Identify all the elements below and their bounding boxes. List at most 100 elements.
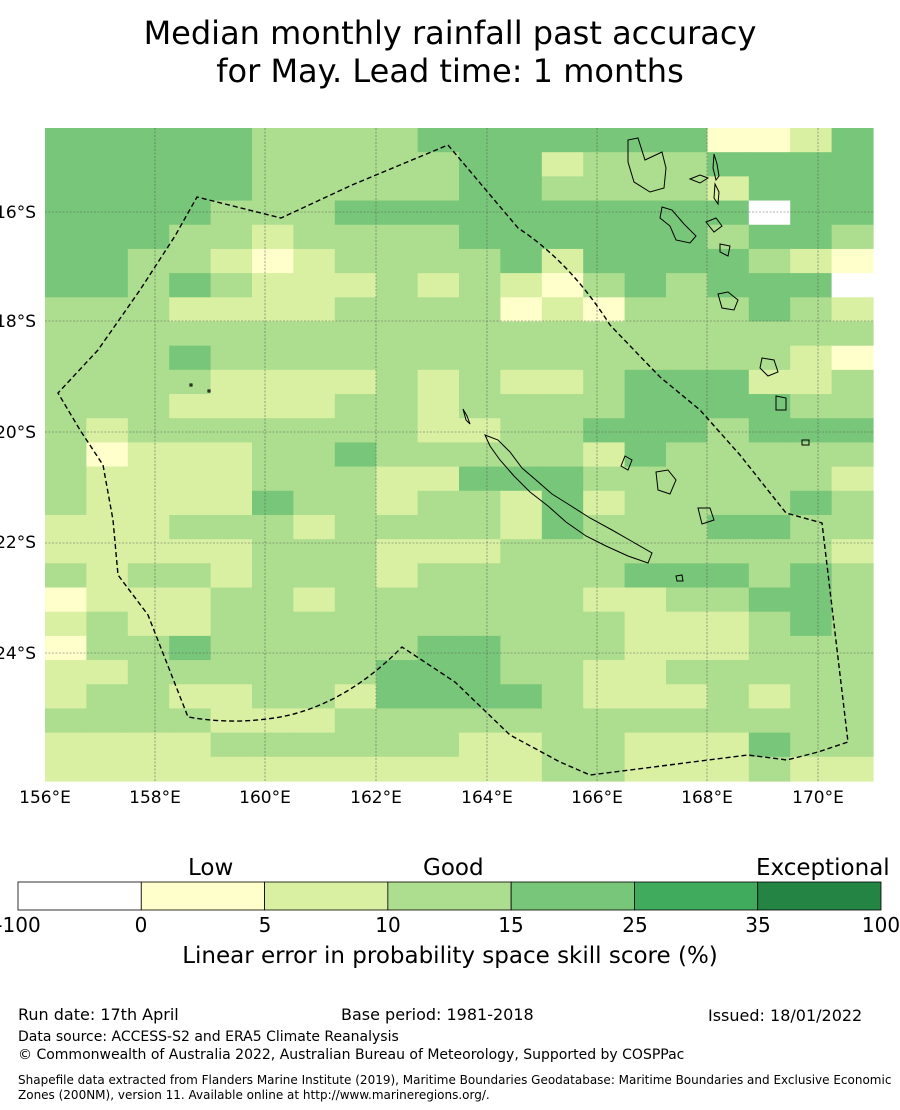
skill-cell	[707, 466, 750, 492]
skill-cell	[541, 369, 584, 395]
skill-cell	[748, 152, 791, 177]
skill-cell	[169, 248, 212, 274]
skill-cell	[459, 660, 501, 685]
skill-cell	[252, 152, 294, 177]
skill-cell	[417, 369, 460, 395]
skill-cell	[500, 490, 543, 516]
skill-cell	[86, 708, 129, 734]
skill-cell	[459, 732, 501, 758]
skill-cell	[210, 345, 253, 371]
skill-cell	[624, 466, 667, 492]
skill-cell	[293, 611, 336, 637]
skill-cell	[459, 394, 501, 419]
title-line-1: Median monthly rainfall past accuracy	[143, 14, 757, 52]
skill-cell	[707, 732, 750, 758]
skill-cell	[748, 297, 791, 323]
skill-cell	[583, 611, 626, 637]
skill-cell	[127, 273, 170, 298]
colorbar-bin	[17, 881, 142, 911]
skill-cell	[831, 611, 874, 637]
skill-cell	[169, 369, 212, 395]
skill-cell	[86, 490, 129, 516]
lat-label: 18°S	[0, 312, 36, 332]
skill-cell	[500, 442, 543, 468]
skill-cell	[831, 442, 874, 468]
skill-cell	[127, 418, 170, 444]
skill-cell	[169, 660, 212, 685]
skill-cell	[666, 708, 708, 734]
skill-cell	[707, 756, 750, 782]
skill-cell	[334, 684, 377, 710]
skill-cell	[583, 563, 626, 589]
skill-cell	[45, 708, 87, 734]
skill-cell	[583, 176, 626, 202]
skill-cell	[45, 418, 87, 444]
skill-cell	[707, 369, 750, 395]
skill-cell	[417, 128, 460, 153]
skill-cell	[748, 321, 791, 347]
skill-cell	[252, 660, 294, 685]
skill-cell	[583, 224, 626, 250]
skill-cell	[169, 490, 212, 516]
skill-cell	[624, 248, 667, 274]
skill-cell	[127, 442, 170, 468]
skill-cell	[334, 660, 377, 685]
skill-cell	[666, 200, 708, 226]
skill-cell	[500, 684, 543, 710]
skill-cell	[45, 273, 87, 298]
skill-cell	[127, 128, 170, 153]
skill-cell	[334, 224, 377, 250]
skill-cell	[707, 394, 750, 419]
skill-cell	[583, 635, 626, 661]
skill-cell	[790, 756, 833, 782]
skill-cell	[831, 345, 874, 371]
skill-cell	[831, 490, 874, 516]
skill-cell	[459, 684, 501, 710]
skill-cell	[169, 128, 212, 153]
skill-cell	[500, 635, 543, 661]
skill-cell	[293, 248, 336, 274]
skill-cell	[252, 297, 294, 323]
skill-cell	[210, 490, 253, 516]
skill-cell	[500, 514, 543, 540]
skill-cell	[293, 684, 336, 710]
eez-boundary	[57, 144, 849, 776]
skill-cell	[583, 756, 626, 782]
skill-cell	[624, 321, 667, 347]
skill-cell	[210, 128, 253, 153]
skill-cell	[417, 224, 460, 250]
skill-cell	[127, 684, 170, 710]
skill-cell	[707, 345, 750, 371]
colorbar-bin	[387, 881, 512, 911]
skill-cell	[790, 321, 833, 347]
skill-cell	[500, 128, 543, 153]
skill-cell	[624, 224, 667, 250]
skill-cell	[334, 128, 377, 153]
skill-cell	[500, 660, 543, 685]
skill-cell	[334, 248, 377, 274]
skill-cell	[707, 273, 750, 298]
skill-cell	[790, 490, 833, 516]
skill-cell	[169, 200, 212, 226]
skill-cell	[831, 514, 874, 540]
map-gridlines	[45, 128, 873, 781]
skill-cell	[86, 611, 129, 637]
skill-cell	[541, 490, 584, 516]
skill-cell	[790, 708, 833, 734]
skill-cell	[500, 345, 543, 371]
skill-cell	[376, 490, 419, 516]
skill-cell	[376, 611, 419, 637]
skill-cell	[583, 490, 626, 516]
skill-cell	[376, 345, 419, 371]
skill-cell	[790, 369, 833, 395]
lon-label: 156°E	[19, 788, 71, 808]
skill-cell	[210, 611, 253, 637]
skill-cell	[86, 321, 129, 347]
skill-cell	[624, 708, 667, 734]
skill-cell	[748, 345, 791, 371]
skill-cell	[293, 273, 336, 298]
skill-cell	[169, 514, 212, 540]
skill-cell	[86, 563, 129, 589]
skill-cell	[293, 708, 336, 734]
colorbar-bin	[510, 881, 635, 911]
